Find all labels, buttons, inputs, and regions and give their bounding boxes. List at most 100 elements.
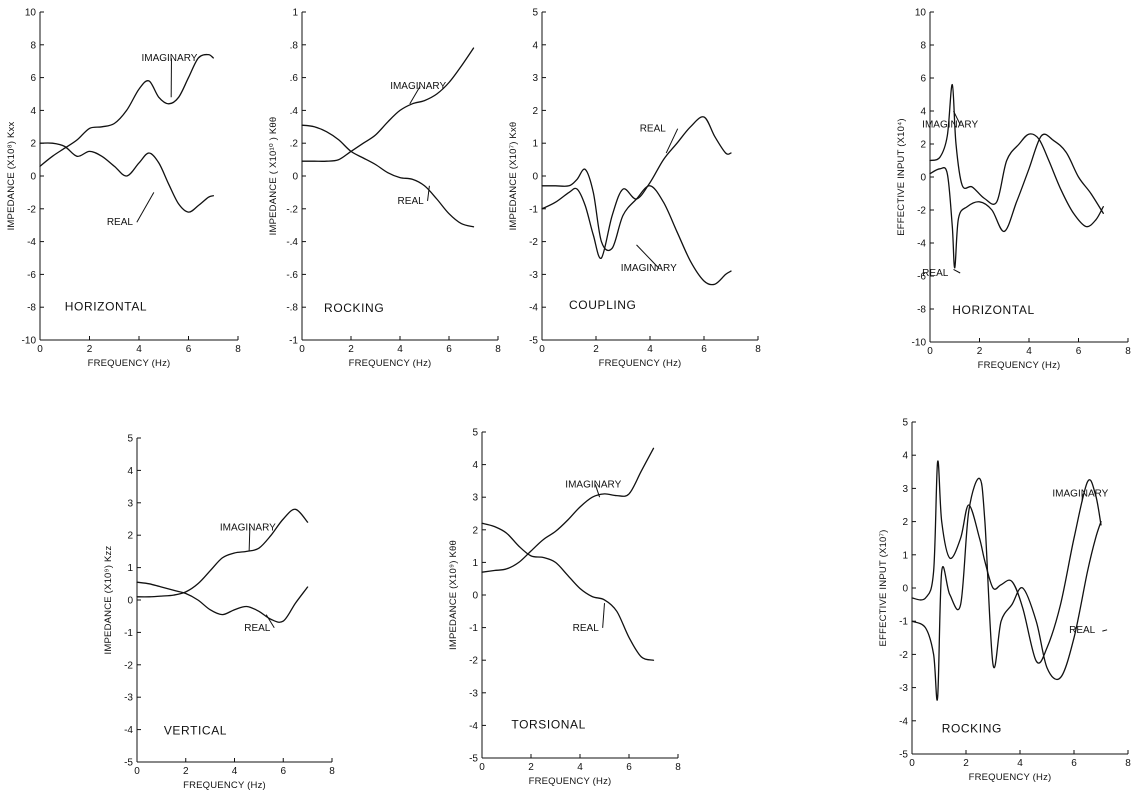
x-tick-label: 0 xyxy=(927,346,933,357)
y-tick-label: -6 xyxy=(27,270,36,281)
panel-label: HORIZONTAL xyxy=(65,299,147,313)
x-tick-label: 2 xyxy=(528,762,534,773)
x-tick-label: 8 xyxy=(1125,758,1131,769)
chart-panel-2: -1 -.8 -.6 -.4 -.2 0 .2 .4 .6 .8 1 0 2 4 6 8 FREQUENCY (… xyxy=(268,8,501,370)
y-tick-label: -.4 xyxy=(286,237,298,248)
x-tick-label: 0 xyxy=(37,344,43,355)
series-label-real: REAL xyxy=(107,217,134,228)
x-tick-label: 6 xyxy=(701,344,707,355)
y-tick-label: .6 xyxy=(290,73,299,84)
y-tick-label: 0 xyxy=(127,596,133,607)
series-label-imaginary: IMAGINARY xyxy=(1052,489,1108,500)
y-tick-label: -4 xyxy=(917,239,926,250)
y-tick-label: 4 xyxy=(472,460,478,471)
series-label-imaginary: IMAGINARY xyxy=(141,53,197,64)
x-tick-label: 0 xyxy=(479,762,485,773)
series-line-real xyxy=(136,581,309,623)
y-axis-label: EFFECTIVE INPUT (X10⁷) xyxy=(878,530,889,647)
x-tick-label: 6 xyxy=(626,762,632,773)
y-tick-label: .8 xyxy=(290,40,299,51)
x-tick-label: 4 xyxy=(1026,346,1032,357)
x-tick-label: 2 xyxy=(977,346,983,357)
series-label-leader xyxy=(636,244,660,269)
panel-label: ROCKING xyxy=(942,721,1002,735)
panel-label: ROCKING xyxy=(324,301,384,315)
y-tick-label: 10 xyxy=(915,8,927,19)
series-label-leader xyxy=(409,85,421,105)
x-tick-label: 2 xyxy=(963,758,969,769)
y-tick-label: -3 xyxy=(529,270,538,281)
x-tick-label: 8 xyxy=(755,344,761,355)
y-tick-label: 3 xyxy=(127,498,133,509)
y-tick-label: 3 xyxy=(532,73,538,84)
y-tick-label: -1 xyxy=(289,336,298,347)
y-tick-label: 2 xyxy=(30,139,36,150)
y-tick-label: 1 xyxy=(127,563,133,574)
series-line-real xyxy=(481,522,655,661)
y-tick-label: -2 xyxy=(899,650,908,661)
y-tick-label: -5 xyxy=(899,750,908,761)
chart-panel-4: -10 -8 -6 -4 -2 0 2 4 6 8 10 0 2 4 6 8 FREQUENCY (Hz) EFF… xyxy=(896,8,1131,372)
series-line-imaginary xyxy=(929,133,1104,269)
series-line-real xyxy=(541,116,732,259)
y-tick-label: -2 xyxy=(469,656,478,667)
y-tick-label: 0 xyxy=(292,172,298,183)
x-axis-label: FREQUENCY (Hz) xyxy=(969,772,1052,783)
y-tick-label: -1 xyxy=(124,628,133,639)
series-line-imaginary xyxy=(136,508,309,598)
y-tick-label: 8 xyxy=(920,41,926,52)
y-tick-label: -5 xyxy=(124,758,133,769)
series-label-imaginary: IMAGINARY xyxy=(621,263,677,274)
x-tick-label: 2 xyxy=(348,344,354,355)
x-tick-label: 0 xyxy=(299,344,305,355)
series-label-leader xyxy=(136,192,155,223)
y-tick-label: 2 xyxy=(532,106,538,117)
x-tick-label: 2 xyxy=(593,344,599,355)
y-tick-label: 3 xyxy=(902,484,908,495)
y-tick-label: -8 xyxy=(27,303,36,314)
y-tick-label: 1 xyxy=(472,558,478,569)
y-tick-label: -4 xyxy=(469,721,478,732)
y-tick-label: 0 xyxy=(472,591,478,602)
y-tick-label: -3 xyxy=(124,693,133,704)
y-tick-label: 2 xyxy=(472,525,478,536)
x-tick-label: 8 xyxy=(235,344,241,355)
x-axis-label: FREQUENCY (Hz) xyxy=(978,360,1061,371)
series-line-real xyxy=(929,83,1104,228)
series-line-imaginary xyxy=(911,460,1102,664)
y-tick-label: 0 xyxy=(532,172,538,183)
y-tick-label: -.8 xyxy=(286,303,298,314)
y-tick-label: .2 xyxy=(290,139,299,150)
series-label-leader xyxy=(265,614,275,629)
series-label-imaginary: IMAGINARY xyxy=(220,522,276,533)
y-tick-label: .4 xyxy=(290,106,299,117)
x-axis-label: FREQUENCY (Hz) xyxy=(349,358,432,369)
y-tick-label: -4 xyxy=(27,237,36,248)
series-line-real xyxy=(301,124,475,228)
x-tick-label: 4 xyxy=(577,762,583,773)
y-tick-label: 5 xyxy=(532,8,538,19)
y-tick-label: -1 xyxy=(469,623,478,634)
series-label-leader xyxy=(248,527,251,552)
y-tick-label: -.2 xyxy=(286,204,298,215)
y-tick-label: -1 xyxy=(529,204,538,215)
y-tick-label: 2 xyxy=(902,517,908,528)
y-tick-label: 4 xyxy=(30,106,36,117)
y-tick-label: 5 xyxy=(127,434,133,445)
series-label-imaginary: IMAGINARY xyxy=(922,120,978,131)
y-tick-label: 0 xyxy=(30,172,36,183)
series-label-leader xyxy=(594,484,601,498)
series-label-real: REAL xyxy=(922,268,949,279)
y-axis-label: IMPEDANCE ( X10¹⁰ ) Kθθ xyxy=(268,117,279,236)
y-tick-label: -6 xyxy=(917,272,926,283)
series-label-imaginary: IMAGINARY xyxy=(390,81,446,92)
x-tick-label: 8 xyxy=(329,766,335,777)
series-line-imaginary xyxy=(541,168,732,286)
chart-panel-1: -10 -8 -6 -4 -2 0 2 4 6 8 10 0 2 4 6 8 FREQUENCY (Hz) IMP… xyxy=(6,8,241,370)
y-tick-label: 6 xyxy=(30,73,36,84)
chart-panel-6: -5 -4 -3 -2 -1 0 1 2 3 4 5 0 2 4 6 8 FREQUENCY (Hz) IMPED… xyxy=(448,428,681,788)
y-tick-label: 5 xyxy=(472,428,478,439)
y-tick-label: -10 xyxy=(912,338,927,349)
y-tick-label: 10 xyxy=(25,8,37,19)
